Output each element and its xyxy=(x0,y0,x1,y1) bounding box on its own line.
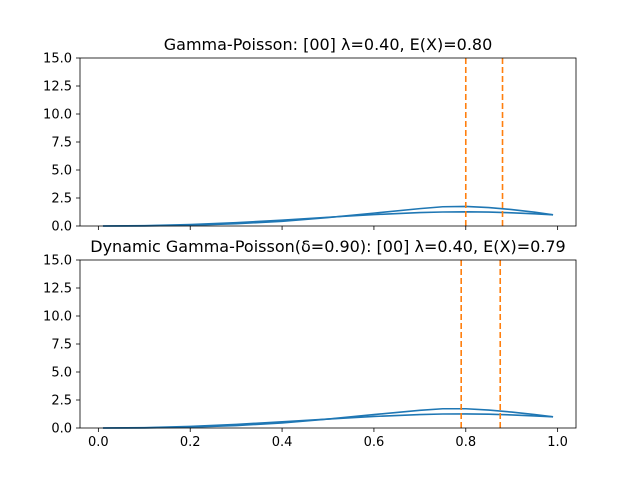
bottom-axes-frame xyxy=(79,259,577,429)
top-subplot-title: Gamma-Poisson: [00] λ=0.40, E(X)=0.80 xyxy=(164,35,493,54)
bottom-x-tick-label: 0.8 xyxy=(455,435,476,450)
top-y-ticks: 0.0 2.5 5.0 7.5 10.0 12.5 15.0 xyxy=(43,52,80,235)
top-series-line-2 xyxy=(102,210,554,227)
bottom-x-ticks: 0.0 0.2 0.4 0.6 0.8 1.0 xyxy=(88,428,568,450)
bottom-subplot-title: Dynamic Gamma-Poisson(δ=0.90): [00] λ=0.… xyxy=(90,237,565,256)
bottom-y-tick-label: 7.5 xyxy=(51,338,72,353)
bottom-x-tick-label: 0.0 xyxy=(88,435,109,450)
top-y-tick-label: 5.0 xyxy=(51,164,72,179)
bottom-x-tick-label: 0.6 xyxy=(364,435,385,450)
bottom-x-tick-label: 1.0 xyxy=(547,435,568,450)
top-y-tick-label: 15.0 xyxy=(43,52,72,67)
top-x-ticks xyxy=(97,226,559,230)
top-plot-area xyxy=(102,58,554,227)
top-y-tick-label: 7.5 xyxy=(51,136,72,151)
top-y-tick-label: 12.5 xyxy=(43,80,72,95)
bottom-y-tick-label: 0.0 xyxy=(51,422,72,437)
bottom-y-tick-label: 15.0 xyxy=(43,254,72,269)
top-y-tick-label: 10.0 xyxy=(43,108,72,123)
bottom-plot-area xyxy=(102,260,554,429)
top-y-tick-label: 0.0 xyxy=(51,220,72,235)
top-subplot: Gamma-Poisson: [00] λ=0.40, E(X)=0.80 0.… xyxy=(43,35,577,235)
bottom-y-tick-label: 2.5 xyxy=(51,394,72,409)
bottom-y-tick-label: 5.0 xyxy=(51,366,72,381)
bottom-x-tick-label: 0.2 xyxy=(180,435,201,450)
bottom-y-ticks: 0.0 2.5 5.0 7.5 10.0 12.5 15.0 xyxy=(43,254,80,437)
bottom-subplot: Dynamic Gamma-Poisson(δ=0.90): [00] λ=0.… xyxy=(43,237,577,450)
bottom-y-tick-label: 10.0 xyxy=(43,310,72,325)
top-axes-frame xyxy=(79,57,577,227)
bottom-y-tick-label: 12.5 xyxy=(43,282,72,297)
bottom-series-line-2 xyxy=(102,413,554,429)
top-y-tick-label: 2.5 xyxy=(51,192,72,207)
bottom-x-tick-label: 0.4 xyxy=(272,435,293,450)
